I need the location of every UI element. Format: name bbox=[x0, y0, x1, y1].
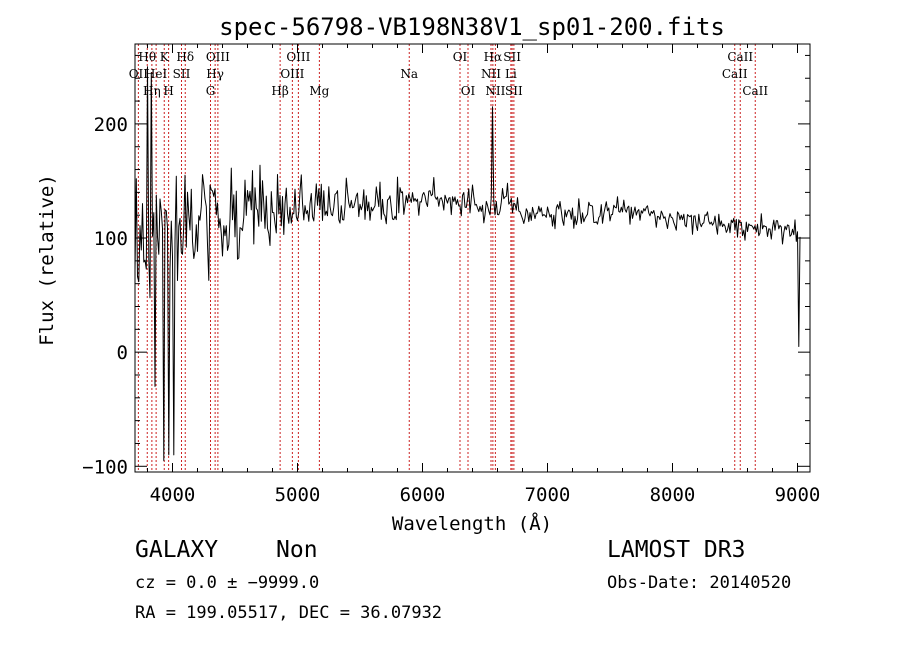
emission-label: H bbox=[163, 84, 173, 98]
x-tick-label: 9000 bbox=[775, 484, 821, 506]
emission-label: Hθ bbox=[138, 50, 156, 64]
obs-date-text: Obs-Date: 20140520 bbox=[607, 573, 792, 593]
redshift-text: cz = 0.0 ± −9999.0 bbox=[135, 573, 320, 593]
emission-label: HeI bbox=[145, 67, 168, 81]
y-axis-label: Flux (relative) bbox=[36, 174, 58, 346]
x-axis: 4000 5000 6000 7000 8000 9000 bbox=[147, 44, 821, 506]
coordinates-text: RA = 199.05517, DEC = 36.07932 bbox=[135, 603, 443, 623]
emission-label: K bbox=[160, 50, 170, 64]
object-subclass: Non bbox=[276, 537, 318, 563]
x-tick-label: 7000 bbox=[525, 484, 571, 506]
emission-label: SII bbox=[505, 84, 523, 98]
y-tick-label: 100 bbox=[94, 228, 128, 250]
emission-label: CaII bbox=[722, 67, 748, 81]
emission-label: OIII bbox=[280, 67, 304, 81]
emission-label: Na bbox=[400, 67, 418, 81]
emission-label: SII bbox=[173, 67, 191, 81]
y-tick-label: 0 bbox=[117, 342, 128, 364]
emission-label: NII bbox=[481, 67, 501, 81]
plot-frame bbox=[134, 43, 811, 473]
emission-label: OII bbox=[129, 67, 149, 81]
emission-label: OIII bbox=[206, 50, 230, 64]
emission-line-markers bbox=[137, 44, 756, 472]
x-tick-label: 5000 bbox=[275, 484, 321, 506]
x-tick-label: 6000 bbox=[400, 484, 446, 506]
emission-label: SII bbox=[503, 50, 521, 64]
survey-name: LAMOST DR3 bbox=[607, 537, 746, 563]
emission-line-labels: OIIHθHηHeIKHSIIHδGHγOIIIHβOIIIOIIIMgNaOI… bbox=[129, 50, 769, 98]
emission-label: CaII bbox=[742, 84, 768, 98]
x-tick-label: 8000 bbox=[650, 484, 696, 506]
y-tick-label: −100 bbox=[82, 456, 128, 478]
emission-label: OI bbox=[461, 84, 476, 98]
emission-label: NII bbox=[485, 84, 505, 98]
emission-label: Hβ bbox=[271, 84, 288, 98]
spectrum-line bbox=[134, 66, 801, 462]
emission-label: OI bbox=[453, 50, 468, 64]
object-class: GALAXY bbox=[135, 537, 219, 563]
emission-label: Hα bbox=[484, 50, 503, 64]
emission-label: Mg bbox=[309, 84, 329, 98]
emission-label: G bbox=[206, 84, 216, 98]
x-tick-label: 4000 bbox=[150, 484, 196, 506]
y-tick-label: 200 bbox=[94, 114, 128, 136]
emission-label: CaII bbox=[727, 50, 753, 64]
emission-label: OIII bbox=[286, 50, 310, 64]
emission-label: Hγ bbox=[206, 67, 224, 81]
emission-label: Hδ bbox=[176, 50, 194, 64]
y-axis: −100 0 100 200 bbox=[82, 54, 810, 478]
chart-title: spec-56798-VB198N38V1_sp01-200.fits bbox=[219, 13, 725, 41]
x-axis-label: Wavelength (Å) bbox=[392, 512, 552, 535]
emission-label: Li bbox=[505, 67, 517, 81]
